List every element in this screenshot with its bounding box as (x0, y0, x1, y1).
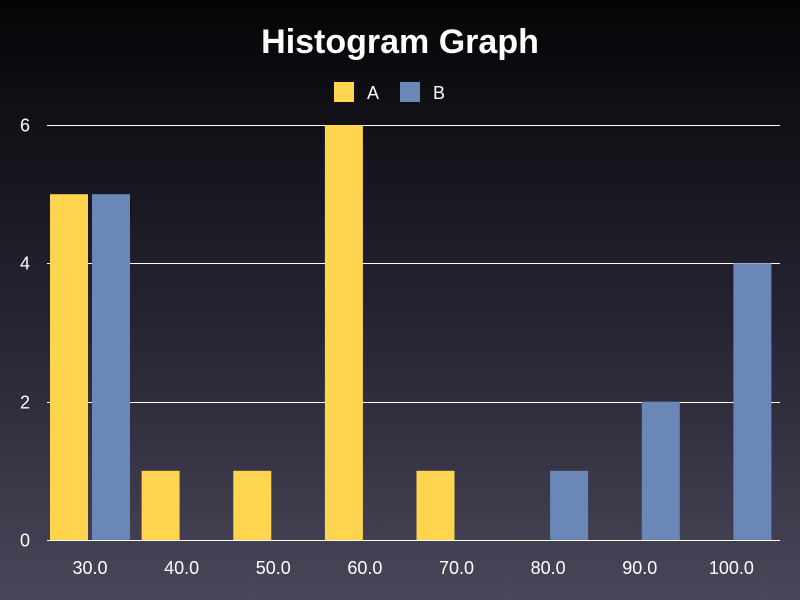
bar-b-30.0[interactable] (92, 194, 130, 540)
x-tick-label: 70.0 (439, 558, 474, 578)
legend-item-a[interactable]: A (334, 82, 379, 103)
x-tick-label: 90.0 (622, 558, 657, 578)
bar-a-40.0[interactable] (141, 470, 180, 540)
y-tick-label: 6 (20, 116, 30, 136)
chart-title: Histogram Graph (261, 23, 539, 61)
legend-swatch-a (334, 82, 354, 102)
y-tick-label: 2 (20, 393, 30, 413)
bar-a-60.0[interactable] (324, 125, 363, 540)
bar-b-90.0[interactable] (641, 401, 680, 540)
x-tick-label: 100.0 (709, 558, 754, 578)
bar-b-80.0[interactable] (550, 470, 589, 540)
legend-label-a: A (367, 83, 379, 103)
x-tick-label: 50.0 (256, 558, 291, 578)
bar-a-50.0[interactable] (233, 470, 272, 540)
legend-swatch-b (400, 82, 420, 102)
legend: A B (334, 82, 445, 103)
legend-item-b[interactable]: B (400, 82, 445, 103)
x-tick-label: 40.0 (164, 558, 199, 578)
x-tick-label: 60.0 (347, 558, 382, 578)
x-tick-label: 30.0 (72, 558, 107, 578)
x-tick-label: 80.0 (531, 558, 566, 578)
legend-label-b: B (433, 83, 445, 103)
bar-b-100.0[interactable] (733, 263, 772, 540)
y-tick-label: 4 (20, 254, 30, 274)
x-axis-ticks: 30.0 40.0 50.0 60.0 70.0 80.0 90.0 100.0 (72, 558, 753, 578)
bar-a-30.0[interactable] (50, 194, 88, 540)
y-axis-ticks: 0 2 4 6 (20, 116, 30, 551)
y-tick-label: 0 (20, 531, 30, 551)
bars (50, 125, 772, 540)
bar-a-70.0[interactable] (416, 470, 455, 540)
